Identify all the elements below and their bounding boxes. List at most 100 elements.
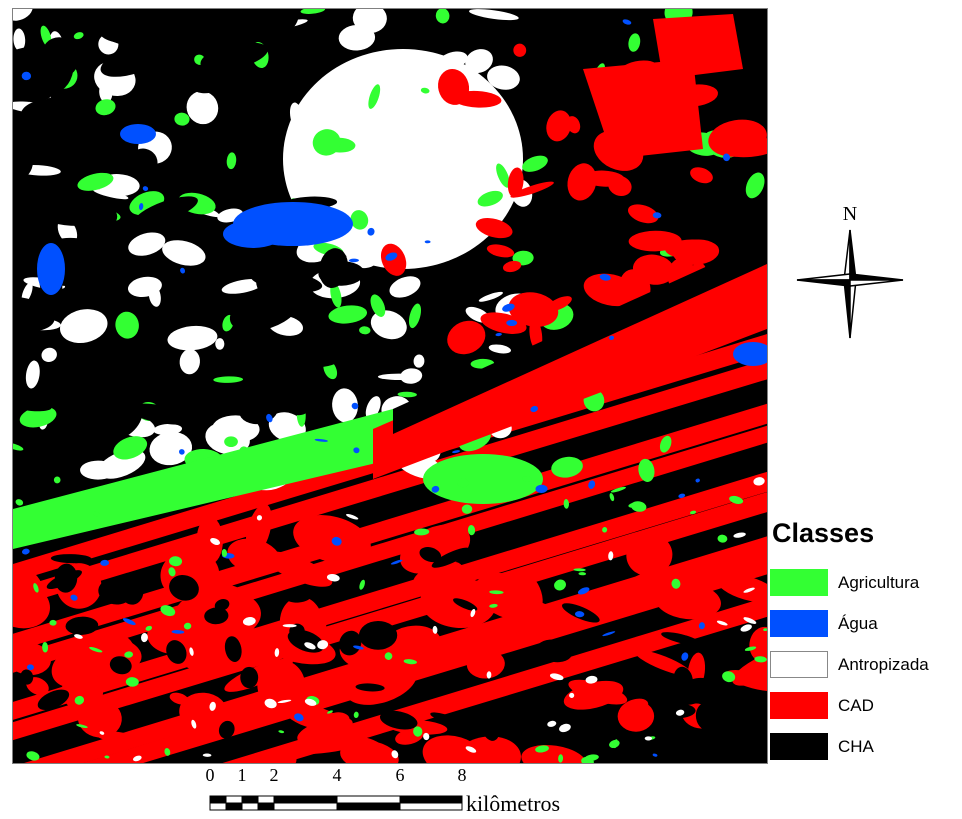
antropizada-patch — [469, 9, 519, 21]
cad-band — [13, 492, 767, 741]
agua-patch — [70, 594, 78, 601]
agricultura-patch — [49, 619, 57, 626]
cad-patch — [717, 574, 767, 603]
agua-patch — [424, 240, 431, 244]
antropizada-patch — [487, 65, 520, 90]
cad-patch — [608, 175, 632, 197]
antropizada-patch — [743, 617, 757, 624]
agua-patch — [37, 243, 65, 295]
antropizada-patch — [478, 291, 503, 302]
agua-patch — [331, 536, 342, 546]
cha-patch — [120, 577, 144, 605]
antropizada-patch — [559, 723, 571, 733]
scale-tick-label: 2 — [270, 765, 279, 785]
agua-patch — [698, 622, 705, 630]
agricultura-patch — [754, 656, 767, 663]
cha-patch — [289, 623, 305, 640]
antropizada-patch — [716, 620, 728, 626]
agricultura-patch — [160, 605, 176, 617]
antropizada-patch — [60, 309, 108, 344]
cad-patch — [655, 582, 721, 620]
agua-patch — [609, 335, 615, 340]
antropizada-patch — [317, 640, 329, 650]
antropizada-patch — [210, 537, 221, 545]
agricultura-patch — [413, 726, 423, 737]
antropizada-patch — [186, 91, 219, 125]
agricultura-patch — [13, 409, 393, 549]
cha-patch — [38, 189, 74, 206]
agricultura-patch — [164, 748, 171, 756]
legend-item-cha: CHA — [770, 726, 960, 767]
cha-patch — [666, 754, 703, 763]
cad-patch — [513, 43, 527, 57]
agricultura-patch — [535, 745, 549, 753]
agua-patch — [502, 303, 515, 312]
cad-patch — [475, 218, 513, 239]
agua-patch — [695, 478, 700, 483]
antropizada-patch — [148, 284, 161, 307]
agricultura-patch — [489, 603, 498, 608]
cad-patch — [619, 698, 649, 718]
agua-patch — [171, 630, 185, 634]
antropizada-patch — [413, 354, 425, 368]
cha-patch — [224, 636, 242, 662]
agua-patch — [602, 631, 616, 637]
agricultura-patch — [125, 677, 139, 687]
cha-patch — [169, 574, 199, 601]
agua-patch — [21, 71, 32, 81]
cad-patch — [725, 670, 767, 692]
cad-patch — [708, 119, 767, 157]
cad-patch — [502, 260, 522, 273]
agua-patch — [21, 548, 30, 555]
antropizada-patch — [332, 388, 358, 423]
agua-patch — [678, 493, 686, 499]
cad-patch — [447, 320, 486, 355]
antropizada-patch — [585, 675, 598, 684]
antropizada-patch — [733, 532, 746, 538]
antropizada-patch — [437, 51, 468, 70]
scale-unit-label: kilômetros — [466, 791, 560, 816]
cha-patch — [393, 239, 767, 434]
cha-patch — [285, 590, 312, 603]
agricultura-patch — [168, 567, 176, 577]
agua-patch — [120, 124, 156, 144]
agricultura-patch — [609, 493, 615, 502]
agua-patch — [574, 611, 585, 618]
cha-patch — [505, 707, 523, 728]
agua-patch — [353, 645, 364, 650]
agua-patch — [353, 447, 360, 454]
agricultura-patch — [183, 622, 192, 630]
antropizada-patch — [486, 671, 492, 679]
agricultura-patch — [551, 456, 583, 478]
cha-patch — [355, 683, 385, 692]
scale-bar-segments — [209, 795, 463, 811]
agricultura-patch — [408, 303, 422, 329]
legend-item-agricultura: Agricultura — [770, 562, 960, 603]
antropizada-patch — [443, 231, 462, 247]
agricultura-patch — [628, 33, 641, 52]
cad-patch — [546, 296, 572, 312]
cha-patch — [379, 710, 418, 730]
cad-patch — [169, 692, 189, 705]
agricultura-patch — [722, 671, 736, 683]
agua-patch — [142, 186, 149, 191]
antropizada-patch — [289, 102, 304, 132]
agua-patch — [390, 559, 403, 565]
agricultura-patch — [350, 210, 369, 230]
legend: Classes Agricultura Água Antropizada CAD… — [770, 518, 960, 767]
cad-patch — [51, 646, 103, 688]
agua-patch — [367, 227, 375, 236]
antropizada-patch — [141, 632, 148, 643]
cha-patch — [146, 358, 175, 404]
legend-label: CAD — [838, 695, 874, 715]
antropizada-patch — [740, 624, 752, 632]
antropizada-patch — [465, 49, 493, 74]
antropizada-patch — [450, 107, 493, 126]
agua-patch — [100, 559, 110, 566]
agricultura-patch — [671, 578, 681, 589]
classification-map[interactable] — [12, 8, 768, 764]
agua-patch — [385, 252, 398, 261]
agua-patch — [178, 449, 185, 455]
legend-label: CHA — [838, 736, 874, 756]
cha-patch — [134, 196, 198, 226]
